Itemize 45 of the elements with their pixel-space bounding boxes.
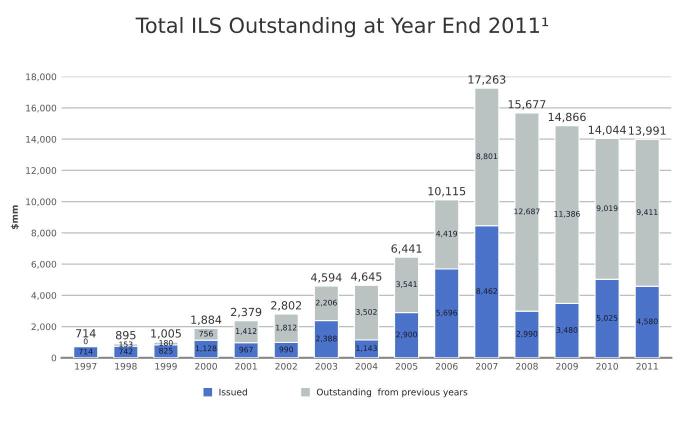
y-tick-label: 6,000	[32, 260, 56, 269]
x-tick-label: 2000	[195, 362, 217, 370]
y-tick-label: 4,000	[31, 292, 56, 300]
total-label: 10,115	[428, 186, 466, 196]
y-tick-label: 18,000	[26, 73, 56, 82]
x-tick-label: 2007	[476, 362, 498, 370]
y-tick-label: 16,000	[26, 104, 56, 112]
total-label: 13,991	[629, 126, 666, 136]
x-tick-label: 2002	[275, 362, 297, 370]
x-tick-label: 2008	[516, 362, 538, 370]
x-tick-label: 2005	[396, 362, 418, 370]
x-tick-label: 1998	[115, 362, 137, 370]
x-tick-label: 2011	[636, 362, 658, 370]
y-tick-label: 0	[52, 354, 56, 362]
y-tick-label: 14,000	[26, 136, 56, 144]
total-label: 4,594	[311, 273, 342, 283]
x-tick-label: 1997	[75, 362, 96, 370]
total-label: 14,866	[548, 112, 586, 122]
y-tick-label: 2,000	[32, 323, 56, 332]
total-label: 6,441	[391, 244, 422, 254]
legend-label: Issued	[220, 388, 247, 396]
x-tick-label: 1999	[155, 362, 177, 370]
total-label: 15,677	[508, 100, 546, 110]
total-label: 2,802	[271, 301, 302, 311]
x-tick-label: 2004	[356, 362, 378, 370]
x-tick-label: 2010	[596, 362, 618, 370]
bar	[73, 346, 98, 358]
x-tick-label: 2006	[436, 362, 458, 370]
total-label: 1,005	[151, 329, 181, 339]
y-tick-label: 10,000	[26, 198, 56, 206]
legend-label: Outstanding from previous years	[316, 388, 468, 398]
total-label: 714	[76, 329, 96, 338]
y-tick-label: 12,000	[26, 167, 56, 175]
total-label: 895	[116, 330, 136, 340]
total-label: 14,044	[588, 126, 626, 136]
x-tick-label: 2003	[316, 362, 338, 370]
total-label: 2,379	[231, 308, 262, 318]
total-label: 4,645	[351, 272, 382, 282]
total-label: 1,884	[191, 316, 222, 326]
x-tick-label: 2009	[556, 362, 578, 370]
x-tick-label: 2001	[235, 362, 257, 370]
chart-title: Total ILS Outstanding at Year End 2011¹	[136, 17, 548, 38]
y-axis-title: $mm	[10, 205, 20, 230]
y-tick-label: 8,000	[32, 230, 56, 238]
total-label: 17,263	[468, 75, 506, 85]
